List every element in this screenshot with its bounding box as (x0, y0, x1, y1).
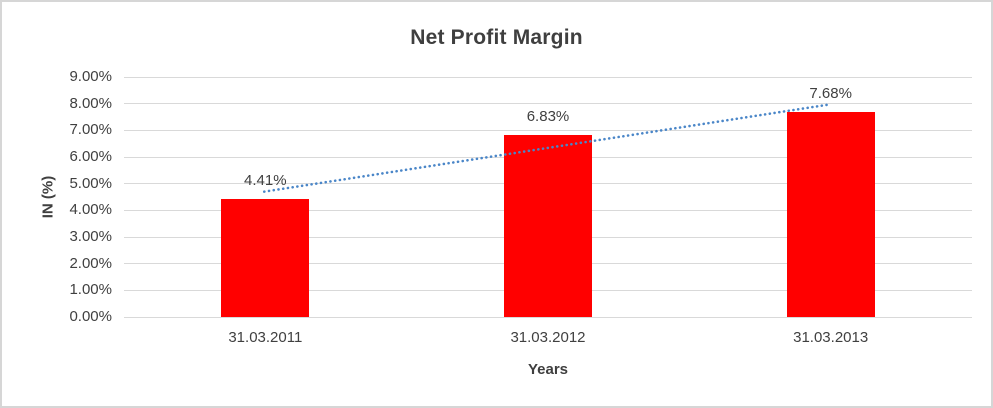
x-tick-label: 31.03.2012 (510, 329, 586, 346)
y-tick-label: 7.00% (69, 121, 112, 139)
x-tick-label: 31.03.2013 (793, 329, 869, 346)
y-tick-label: 2.00% (69, 254, 112, 272)
y-tick-label: 5.00% (69, 174, 112, 192)
x-tick-label: 31.03.2011 (228, 329, 303, 346)
chart-title: Net Profit Margin (410, 26, 583, 49)
y-tick-label: 4.00% (69, 201, 112, 219)
y-tick-label: 9.00% (69, 68, 112, 85)
gridline (124, 76, 972, 78)
gridline (124, 316, 972, 318)
y-tick-label: 1.00% (69, 281, 112, 299)
bar-31.03.2011 (221, 199, 310, 317)
bar-31.03.2012 (504, 134, 592, 317)
y-tick-label: 8.00% (69, 94, 112, 112)
y-tick-label: 3.00% (69, 228, 112, 245)
data-label: 4.41% (244, 172, 287, 190)
data-label: 7.68% (809, 85, 852, 103)
data-label: 6.83% (526, 107, 570, 125)
gridline (124, 103, 972, 105)
x-axis-title: Years (527, 361, 569, 378)
y-tick-label: 6.00% (69, 148, 112, 165)
bar-31.03.2013 (786, 112, 875, 317)
y-tick-label: 0.00% (69, 308, 112, 325)
